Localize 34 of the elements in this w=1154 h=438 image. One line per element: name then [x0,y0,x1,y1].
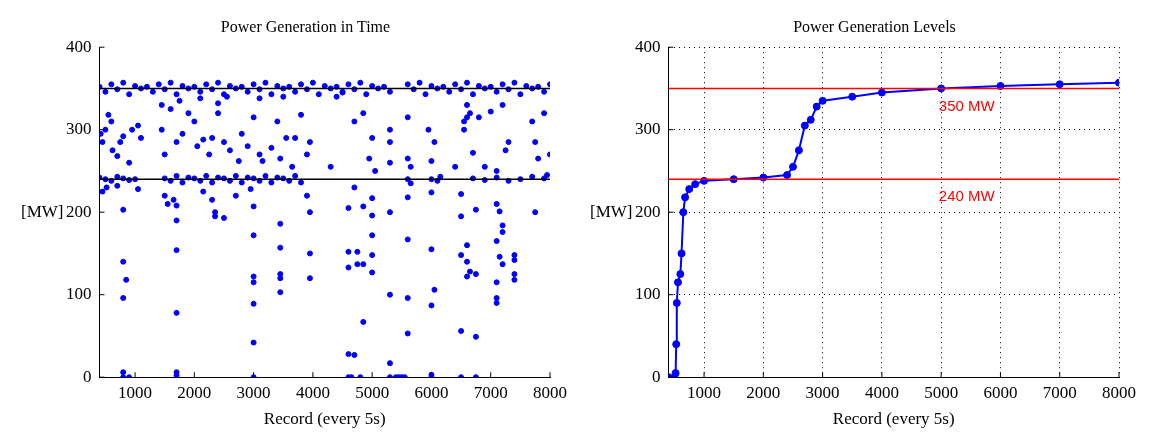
x-tick-label: 4000 [295,382,330,402]
ref-line-label: 350 MW [938,96,996,114]
y-tick-label: 0 [83,366,92,386]
y-tick-label: 400 [635,36,661,56]
x-tick-label: 3000 [236,382,271,402]
x-tick-label: 6000 [414,382,449,402]
x-tick-label: 6000 [983,382,1018,402]
y-tick-label: 100 [66,284,92,304]
y-tick-label: 200 [635,201,661,221]
x-tick-label: 1000 [118,382,153,402]
x-tick-label: 8000 [1102,382,1136,402]
y-tick-label: 0 [652,366,661,386]
y-tick-label: 200 [66,201,92,221]
x-tick-label: 2000 [746,382,781,402]
x-tick-label: 1000 [687,382,722,402]
ref-line-label: 240 MW [938,187,996,205]
y-tick-label: 300 [635,119,661,139]
x-tick-label: 7000 [473,382,508,402]
y-axis-title: [MW] [590,201,633,221]
x-tick-label: 2000 [177,382,212,402]
chart-title: Power Generation in Time [220,17,391,35]
x-tick-label: 4000 [864,382,899,402]
y-tick-label: 300 [66,119,92,139]
chart-title: Power Generation Levels [793,17,956,35]
x-tick-label: 5000 [924,382,959,402]
x-axis-title: Record (every 5s) [832,409,955,429]
x-tick-label: 8000 [533,382,567,402]
x-tick-label: 3000 [805,382,840,402]
y-tick-label: 100 [635,284,661,304]
y-tick-label: 400 [66,36,92,56]
x-tick-label: 5000 [355,382,390,402]
x-tick-label: 7000 [1042,382,1077,402]
y-axis-title: [MW] [21,201,64,221]
x-axis-title: Record (every 5s) [263,409,386,429]
